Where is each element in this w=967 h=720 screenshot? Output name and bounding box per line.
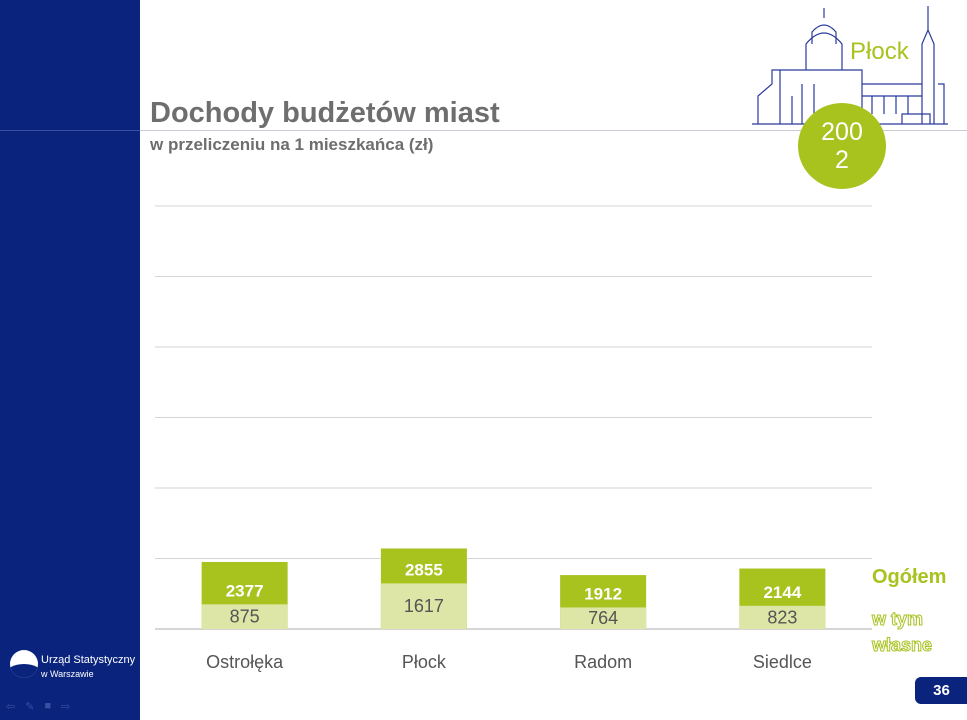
menu-icon[interactable]: ■ [44,700,52,712]
data-label-own: 1617 [404,596,444,616]
data-label-own: 823 [767,607,797,627]
chart-labels: 2377 875 Ostrołęka 2855 1617 Płock 1912 764 Rado… [206,560,812,672]
year-badge: 2002 [798,103,886,189]
data-label-total: 2855 [405,560,443,579]
bar-own [201,604,288,629]
x-tick-label: Siedlce [753,652,812,672]
data-label-total: 2144 [763,583,801,602]
bar-own [380,583,467,629]
pen-icon[interactable]: ✎ [25,701,35,713]
header-divider [140,130,967,131]
legend-total: Ogółem [872,566,947,588]
year-label: 2002 [821,118,863,174]
sidebar-divider [0,130,140,131]
bar-own [739,605,826,629]
sidebar [0,0,140,720]
gus-logo: Urząd Statystyczny w Warszawie [10,650,135,686]
chart-title: Dochody budżetów miast [150,97,500,129]
logo-line1: Urząd Statystyczny [41,654,136,666]
data-label-total: 1912 [584,584,622,603]
back-arrow-icon[interactable]: ⇦ [6,701,16,713]
city-name: Płock [850,38,909,65]
x-tick-label: Płock [402,652,447,672]
legend-own: w tym własne [872,609,933,656]
data-label-own: 875 [230,607,260,627]
forward-arrow-icon[interactable]: ⇨ [61,701,71,713]
chart-bars [201,548,826,629]
x-tick-label: Ostrołęka [206,652,284,672]
chart-subtitle: w przeliczeniu na 1 mieszkańca (zł) [150,135,434,154]
data-label-own: 764 [588,608,618,628]
page-number: 36 [915,677,967,704]
slide-nav: ⇦ ✎ ■ ⇨ [6,700,86,714]
data-label-total: 2377 [226,581,264,600]
bar-own [560,607,647,629]
x-tick-label: Radom [574,652,632,672]
logo-line2: w Warszawie [41,669,94,679]
gus-logo-icon [10,650,38,678]
